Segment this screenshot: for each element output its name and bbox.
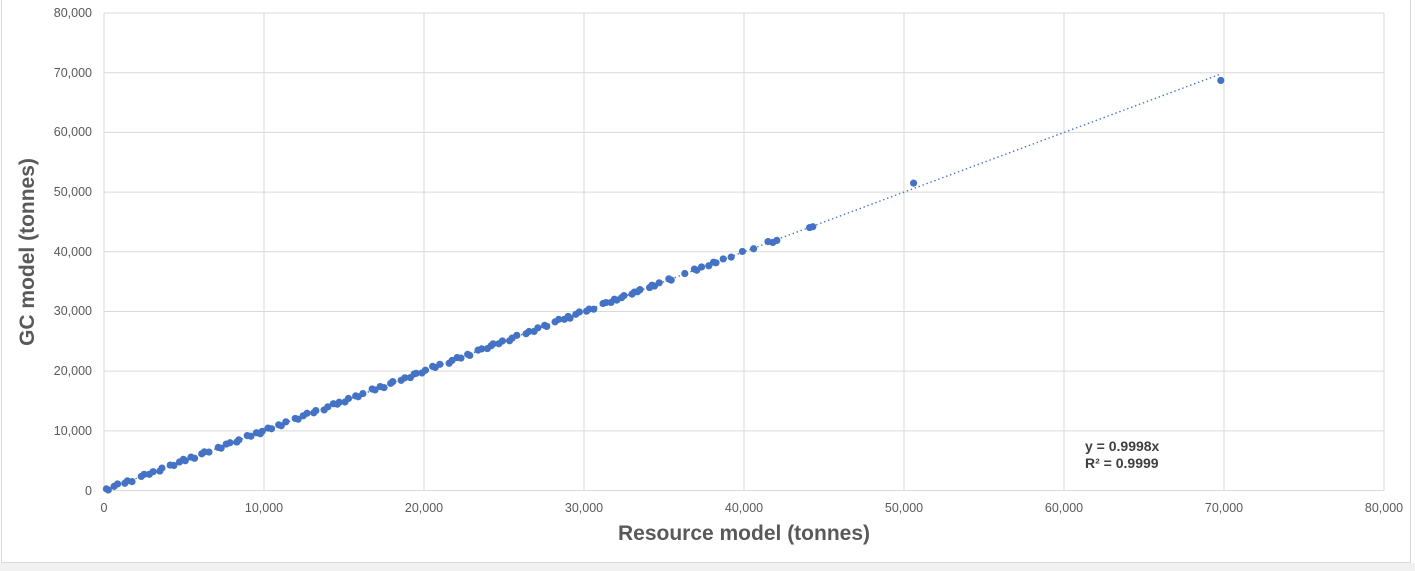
- data-point: [620, 292, 628, 300]
- data-point: [590, 305, 598, 313]
- x-tick-label: 70,000: [1204, 501, 1244, 515]
- x-tick-label: 50,000: [884, 501, 924, 515]
- data-point: [294, 415, 302, 423]
- data-point: [698, 263, 706, 271]
- data-point: [324, 403, 332, 411]
- data-point: [681, 269, 689, 278]
- data-point: [636, 286, 644, 294]
- data-point: [489, 340, 497, 348]
- data-point: [312, 406, 320, 415]
- data-point: [719, 255, 727, 263]
- data-point: [104, 486, 112, 494]
- data-point: [436, 360, 444, 368]
- data-point: [371, 386, 379, 394]
- data-point: [910, 179, 918, 187]
- x-tick-label: 80,000: [1364, 501, 1404, 515]
- x-tick-label: 30,000: [564, 501, 604, 515]
- y-tick-label: 60,000: [53, 125, 92, 140]
- y-tick-label: 0: [85, 483, 92, 498]
- data-point: [773, 236, 781, 245]
- data-point: [190, 454, 199, 462]
- trendline: [103, 73, 1222, 492]
- chart-frame-bottom-strip: [0, 563, 1415, 571]
- trendline-equation-label: y = 0.9998x R² = 0.9999: [1085, 438, 1159, 472]
- data-point: [401, 374, 409, 382]
- y-tick-label: 30,000: [53, 304, 92, 319]
- data-point: [149, 468, 157, 476]
- data-point: [344, 394, 353, 403]
- x-tick-label: 0: [100, 501, 108, 515]
- data-point: [359, 389, 367, 398]
- data-point: [282, 418, 290, 426]
- data-point: [128, 478, 136, 486]
- data-point: [498, 337, 506, 345]
- data-point: [738, 247, 747, 256]
- y-tick-label: 40,000: [53, 244, 92, 259]
- data-point-series: [102, 76, 1225, 494]
- x-tick-label: 10,000: [244, 501, 284, 515]
- data-point: [1217, 76, 1225, 85]
- data-point: [140, 470, 148, 478]
- data-point: [534, 324, 542, 332]
- data-point: [727, 253, 735, 261]
- y-tick-label: 20,000: [53, 364, 92, 379]
- data-point: [412, 369, 420, 377]
- data-point: [389, 377, 397, 386]
- y-axis-title: GC model (tonnes): [16, 158, 39, 346]
- y-tick-label: 10,000: [53, 423, 92, 438]
- trendline-equation-line: y = 0.9998x: [1085, 438, 1160, 454]
- data-point: [380, 383, 388, 392]
- x-tick-label: 60,000: [1044, 501, 1084, 515]
- data-point: [513, 331, 521, 339]
- data-point: [575, 308, 583, 316]
- data-point: [466, 351, 474, 360]
- x-tick-label: 20,000: [404, 501, 444, 515]
- data-point: [712, 259, 720, 267]
- data-point: [267, 425, 276, 433]
- data-point: [667, 276, 675, 284]
- y-tick-label: 50,000: [53, 185, 92, 200]
- trendline-r-squared-line: R² = 0.9999: [1085, 455, 1159, 471]
- data-point: [543, 322, 551, 331]
- y-tick-label: 80,000: [53, 6, 92, 20]
- y-tick-label: 70,000: [53, 65, 92, 80]
- x-axis-title: Resource model (tonnes): [617, 522, 871, 545]
- data-point: [566, 314, 574, 322]
- x-tick-label: 40,000: [724, 501, 764, 515]
